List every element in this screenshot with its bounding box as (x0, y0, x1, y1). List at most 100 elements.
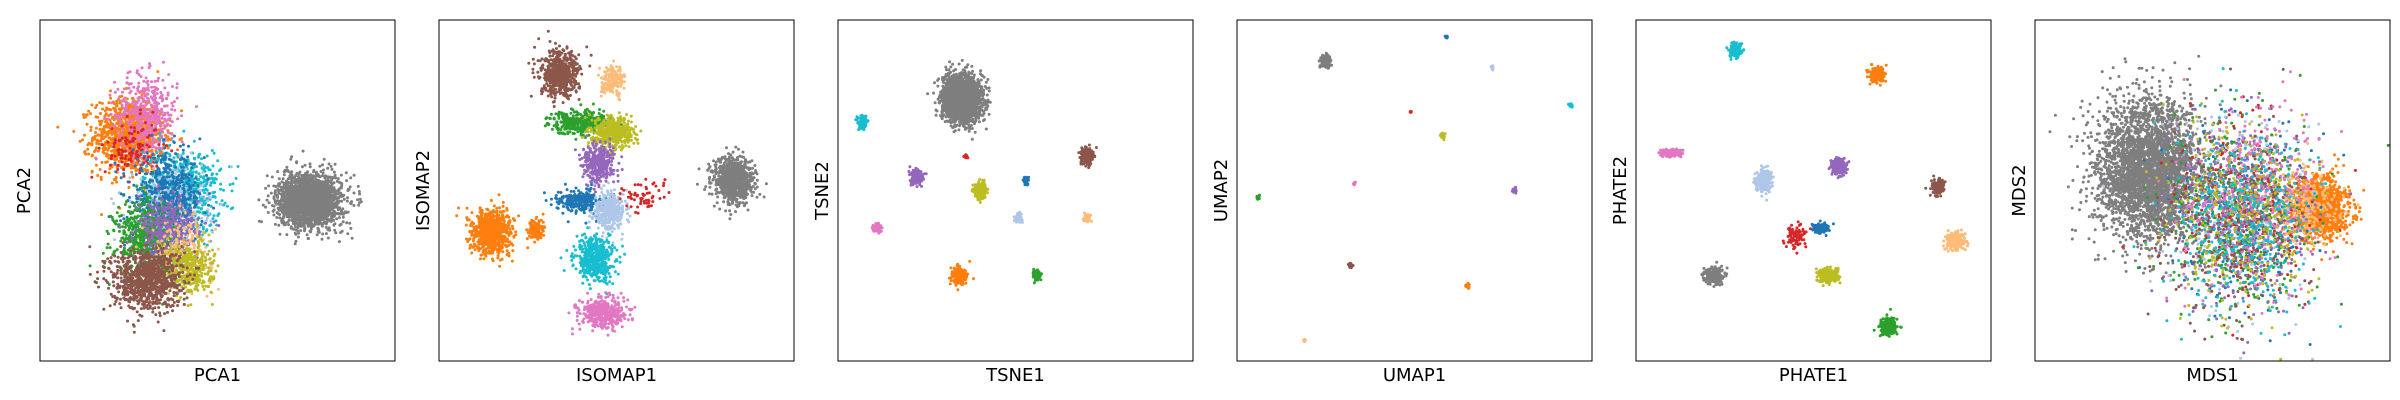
scatter-point (115, 105, 118, 108)
scatter-point (116, 143, 119, 146)
scatter-point (219, 188, 222, 191)
scatter-point (111, 127, 114, 130)
scatter-point (126, 102, 129, 105)
scatter-point (194, 165, 197, 168)
scatter-point (110, 113, 113, 116)
scatter-point (173, 100, 176, 103)
scatter-point (165, 182, 168, 185)
scatter-point (203, 203, 206, 206)
scatter-point (118, 134, 121, 137)
scatter-point (202, 227, 205, 230)
scatter-point (103, 152, 106, 155)
scatter-point (168, 144, 171, 147)
scatter-point (186, 176, 189, 179)
scatter-point (171, 120, 174, 123)
scatter-point (83, 134, 86, 137)
scatter-point (101, 108, 104, 111)
scatter-point (124, 136, 127, 139)
scatter-point (134, 153, 137, 156)
scatter-point (141, 151, 144, 154)
scatter-point (166, 123, 169, 126)
scatter-point (89, 129, 92, 132)
scatter-point (116, 88, 119, 91)
scatter-point (180, 163, 183, 166)
scatter-point (202, 180, 205, 183)
scatter-point (121, 104, 124, 107)
scatter-point (209, 184, 212, 187)
scatter-point (169, 124, 172, 127)
scatter-point (212, 178, 215, 181)
scatter-point (93, 138, 96, 141)
scatter-point (215, 173, 218, 176)
scatter-point (159, 91, 162, 94)
scatter-point (114, 138, 117, 141)
scatter-point (156, 70, 159, 73)
scatter-point (209, 220, 212, 223)
scatter-point (154, 80, 157, 83)
scatter-point (107, 118, 110, 121)
scatter-point (117, 164, 120, 167)
scatter-point (170, 149, 173, 152)
scatter-point (101, 143, 104, 146)
scatter-point (174, 172, 177, 175)
scatter-point (103, 128, 106, 131)
scatter-point (114, 159, 117, 162)
scatter-point (171, 175, 174, 178)
scatter-point (167, 193, 170, 196)
scatter-point (132, 86, 135, 89)
scatter-point (91, 139, 94, 142)
scatter-point (193, 157, 196, 160)
scatter-point (167, 131, 170, 134)
scatter-point (94, 131, 97, 134)
scatter-point (109, 97, 112, 100)
scatter-point (95, 158, 98, 161)
scatter-point (137, 136, 140, 139)
scatter-point (129, 119, 132, 122)
scatter-point (198, 153, 201, 156)
scatter-point (161, 117, 164, 120)
scatter-point (114, 141, 117, 144)
scatter-point (124, 157, 127, 160)
scatter-point (90, 143, 93, 146)
scatter-point (82, 113, 85, 116)
scatter-point (152, 167, 155, 170)
scatter-point (165, 152, 168, 155)
scatter-point (153, 138, 156, 141)
scatter-point (176, 82, 179, 85)
scatter-point (98, 101, 101, 104)
scatter-point (155, 106, 158, 109)
scatter-point (193, 140, 196, 143)
scatter-point (118, 160, 121, 163)
scatter-point (142, 89, 145, 92)
scatter-point (130, 154, 133, 157)
scatter-point (162, 143, 165, 146)
scatter-point (114, 127, 117, 130)
scatter-point (139, 112, 142, 115)
scatter-point (163, 105, 166, 108)
scatter-point (150, 159, 153, 162)
scatter-point (130, 90, 133, 93)
scatter-point (130, 126, 133, 129)
scatter-point (154, 146, 157, 149)
scatter-point (95, 127, 98, 130)
scatter-point (142, 100, 145, 103)
scatter-point (133, 104, 136, 107)
scatter-point (144, 94, 147, 97)
scatter-point (131, 120, 134, 123)
scatter-point (148, 193, 151, 196)
scatter-point (110, 155, 113, 158)
scatter-point (148, 66, 151, 69)
scatter-point (173, 185, 176, 188)
scatter-point (108, 143, 111, 146)
scatter-point (86, 113, 89, 116)
scatter-point (195, 105, 198, 108)
scatter-point (128, 176, 131, 179)
scatter-point (107, 147, 110, 150)
scatter-point (127, 186, 130, 189)
scatter-point (105, 161, 108, 164)
scatter-point (104, 170, 107, 173)
scatter-point (115, 114, 118, 117)
scatter-point (164, 191, 167, 194)
scatter-point (149, 185, 152, 188)
